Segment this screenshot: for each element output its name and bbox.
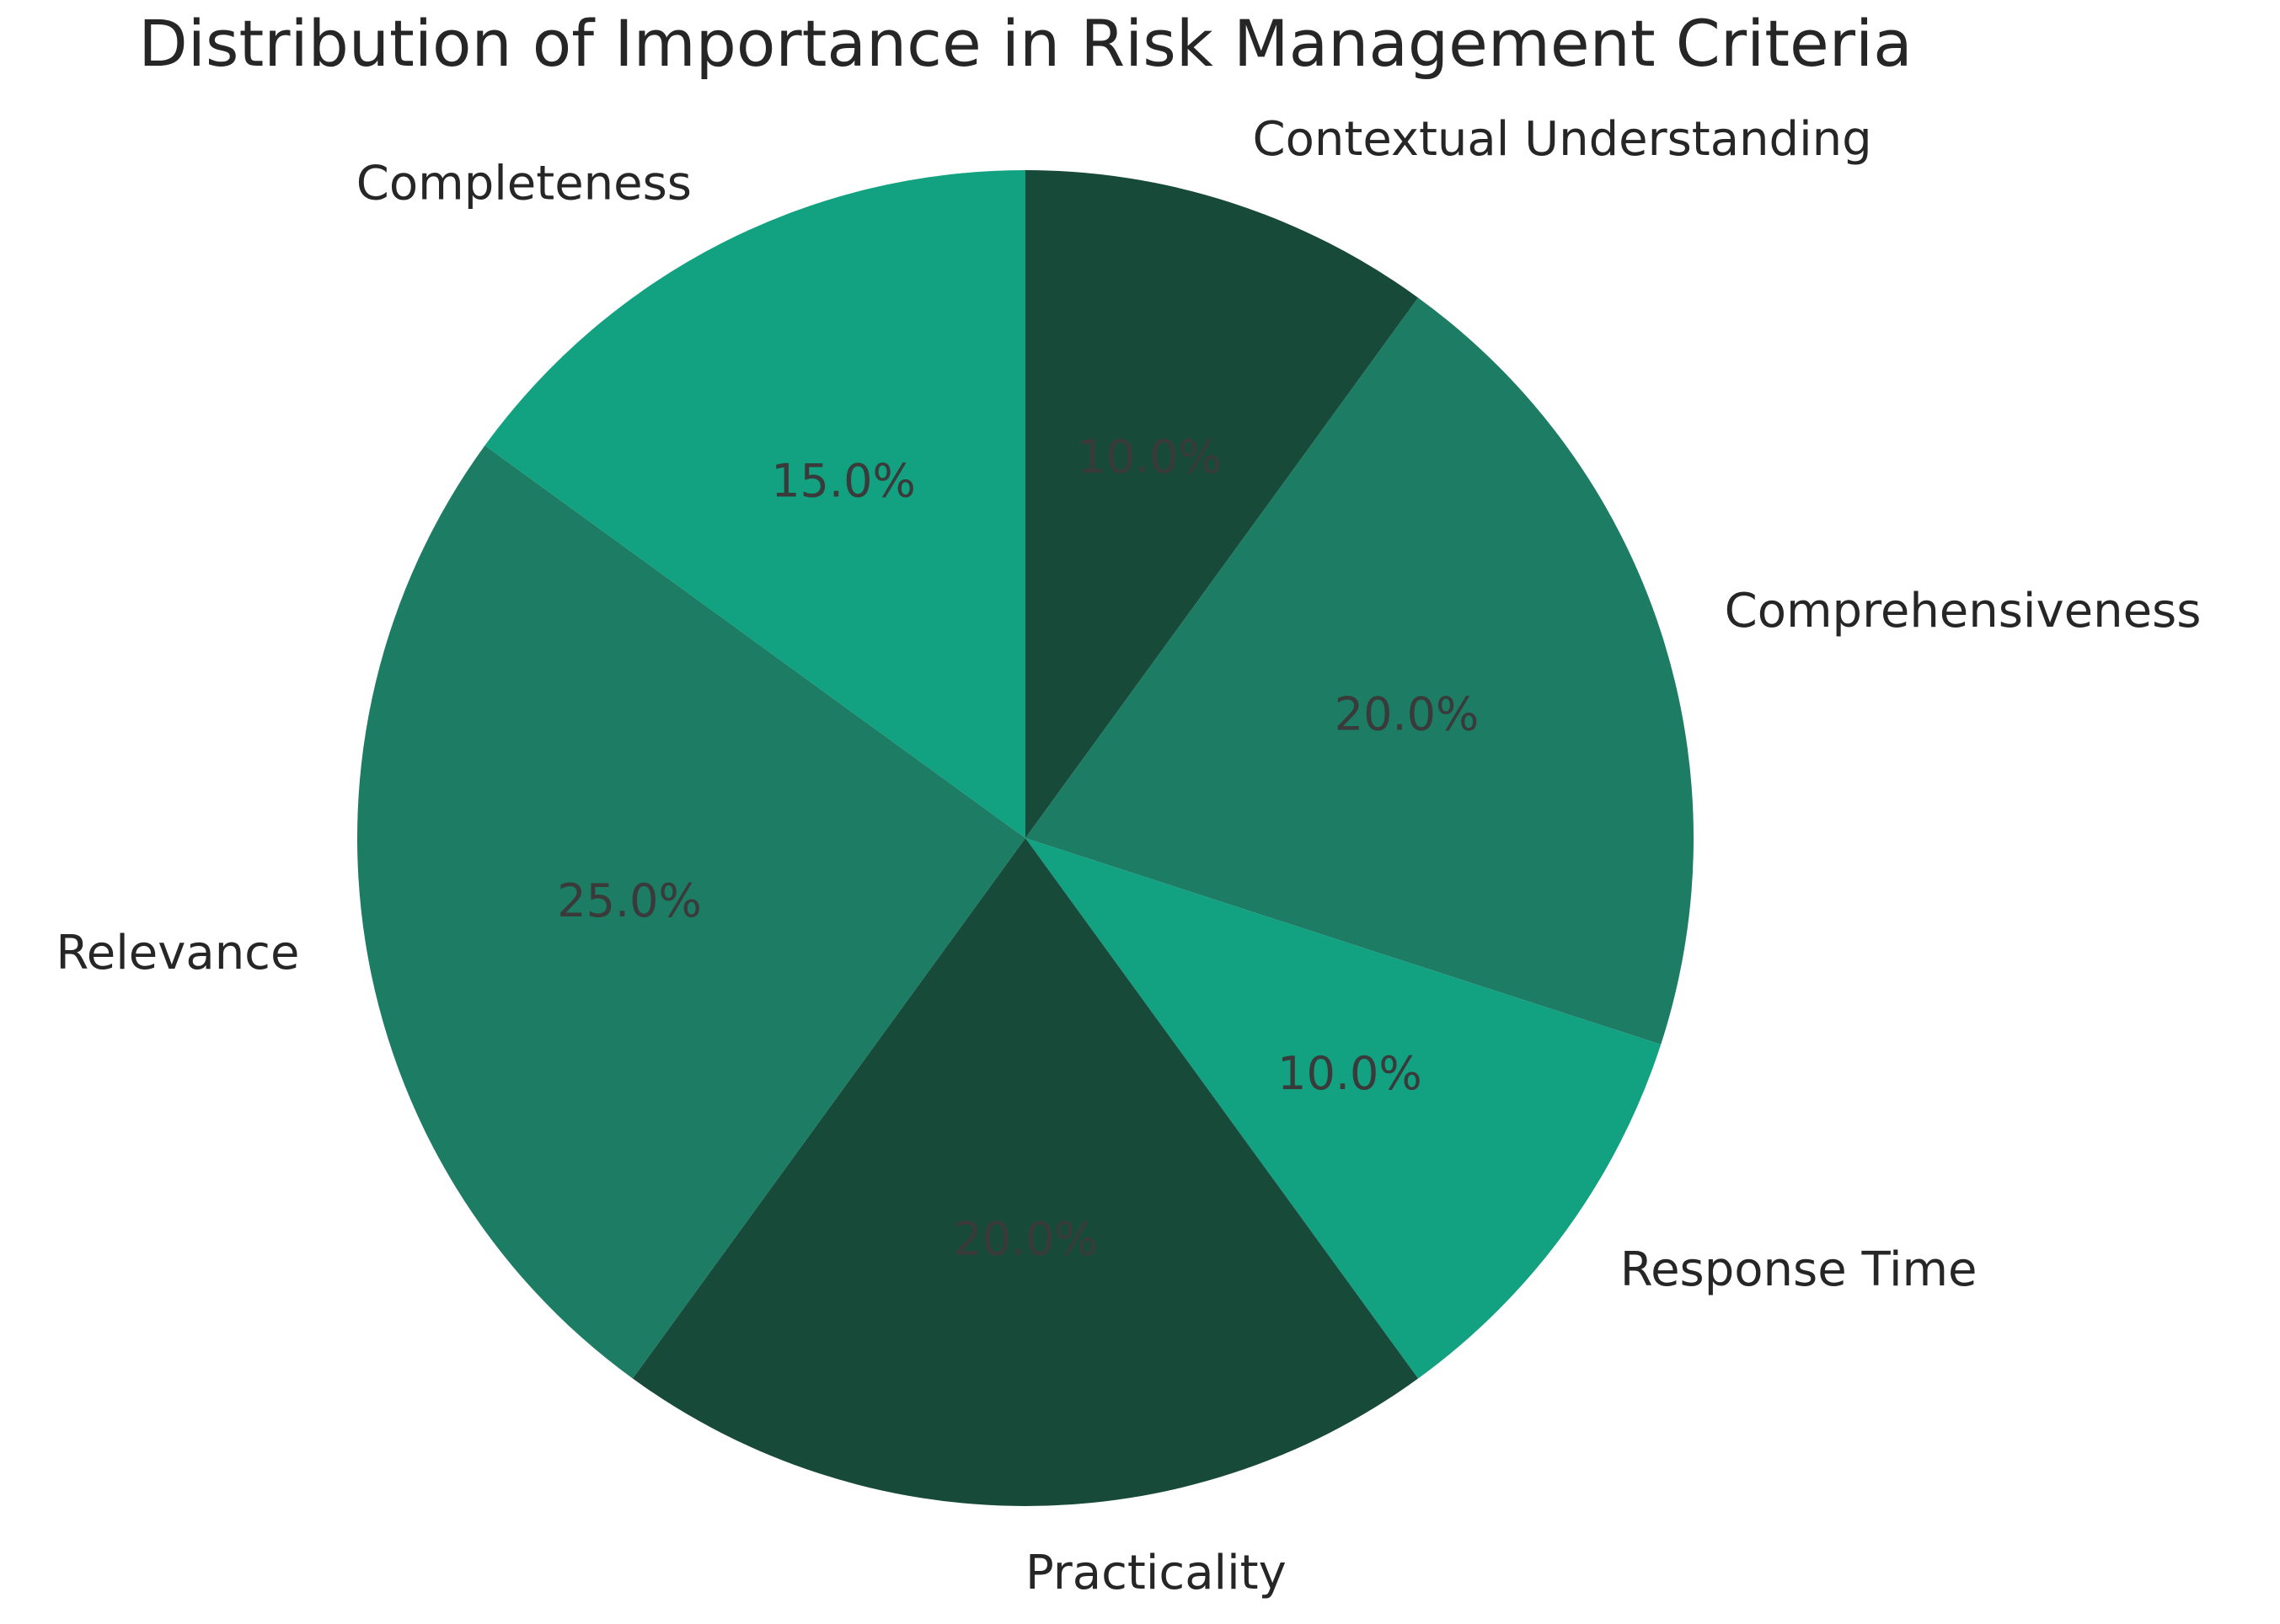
pie-slice-relevance [357, 445, 1025, 1379]
pct-label-response-time: 10.0% [1277, 1047, 1422, 1100]
pct-label-contextual-understanding: 10.0% [1077, 430, 1222, 483]
pie-slice-response-time [1025, 838, 1662, 1379]
pie-slice-comprehensiveness [1025, 297, 1694, 1045]
pie-slices [357, 170, 1694, 1506]
pie-slice-contextual-understanding [1025, 170, 1419, 838]
percent-labels: 10.0% 20.0% 10.0% 20.0% 25.0% 15.0% [557, 430, 1479, 1265]
slice-label-response-time: Response Time [1620, 1242, 1978, 1297]
pct-label-relevance: 25.0% [557, 874, 702, 927]
pct-label-practicality: 20.0% [953, 1212, 1098, 1265]
slice-label-relevance: Relevance [56, 926, 299, 980]
slice-label-practicality: Practicality [1025, 1546, 1287, 1600]
pie-slice-completeness [484, 170, 1025, 838]
slice-labels: Contextual Understanding Comprehensivenes… [56, 112, 2201, 1600]
pct-label-completeness: 15.0% [771, 455, 916, 508]
pie-slice-practicality [632, 838, 1419, 1506]
slice-label-comprehensiveness: Comprehensiveness [1725, 584, 2202, 638]
pct-label-comprehensiveness: 20.0% [1335, 687, 1480, 740]
slice-label-contextual-understanding: Contextual Understanding [1253, 112, 1872, 167]
slice-label-completeness: Completeness [356, 156, 692, 211]
chart-title: Distribution of Importance in Risk Manag… [138, 6, 1912, 81]
